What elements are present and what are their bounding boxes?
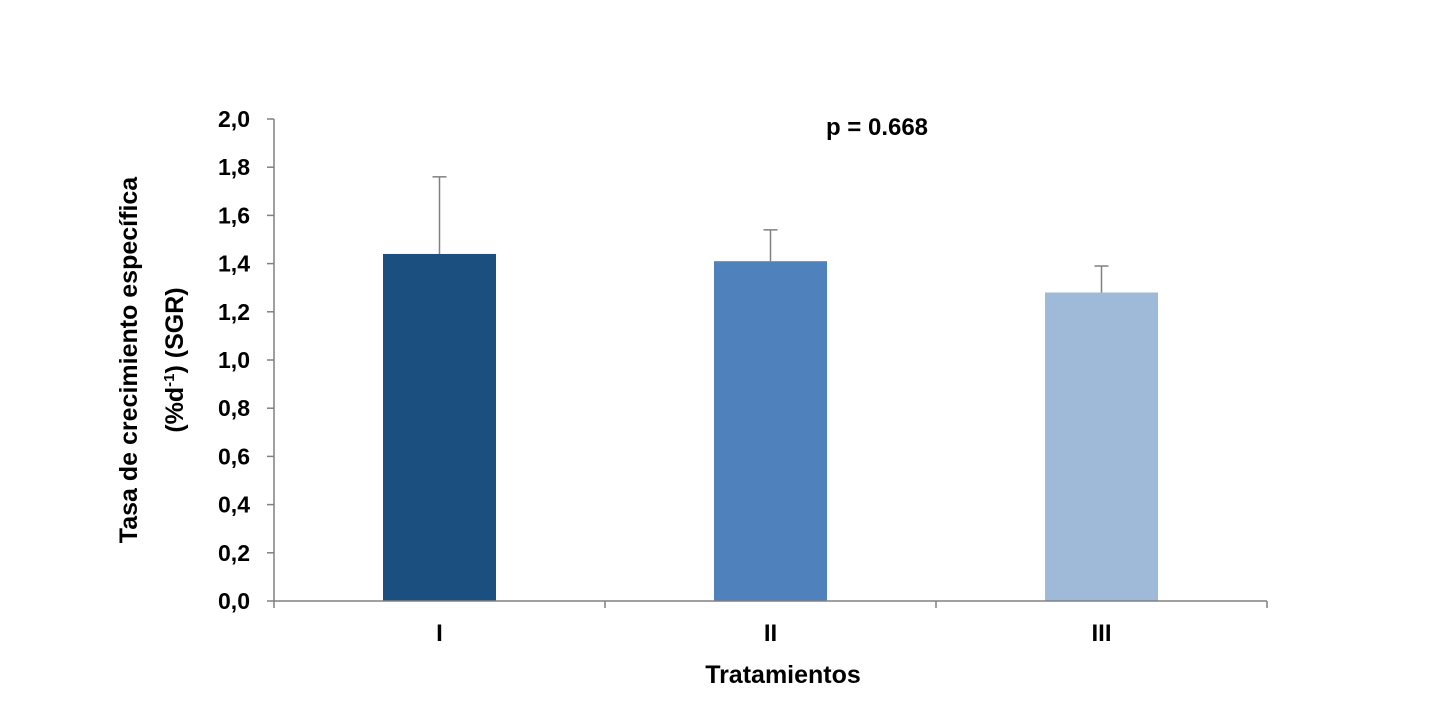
y-axis-title-line1: Tasa de crecimiento específica bbox=[115, 176, 143, 543]
y-axis-title-line2: (%d-1) (SGR) bbox=[161, 287, 189, 432]
y-axis-title-unit-pre: (%d bbox=[161, 387, 189, 433]
bars-layer bbox=[383, 253, 1158, 601]
y-tick-label: 1,6 bbox=[218, 202, 250, 228]
x-axis-title: Tratamientos bbox=[705, 661, 861, 689]
bar-i bbox=[383, 253, 496, 601]
x-tick-label-iii: III bbox=[1091, 620, 1111, 647]
x-tick-label-ii: II bbox=[764, 620, 777, 647]
y-axis-title-unit-post: ) (SGR) bbox=[161, 287, 189, 373]
y-axis-title-unit-sup: -1 bbox=[161, 373, 178, 386]
y-tick-label: 2,0 bbox=[218, 106, 250, 132]
x-tick-label-i: I bbox=[436, 620, 443, 647]
axes-layer bbox=[267, 118, 1268, 608]
bar-iii bbox=[1045, 292, 1158, 601]
y-tick-label: 1,2 bbox=[218, 299, 250, 325]
y-tick-label: 0,4 bbox=[218, 492, 250, 518]
error-bars-layer bbox=[432, 176, 1109, 293]
y-axis-title: Tasa de crecimiento específica (%d-1) (S… bbox=[115, 176, 189, 543]
y-tick-label: 1,4 bbox=[218, 251, 250, 277]
y-tick-label: 1,0 bbox=[218, 347, 250, 373]
y-tick-label: 0,8 bbox=[218, 395, 250, 421]
y-tick-label: 0,6 bbox=[218, 443, 250, 469]
y-tick-label: 0,0 bbox=[218, 588, 250, 614]
p-value-annotation: p = 0.668 bbox=[826, 114, 928, 141]
y-tick-label: 0,2 bbox=[218, 540, 250, 566]
bar-ii bbox=[714, 261, 827, 601]
y-tick-label: 1,8 bbox=[218, 154, 250, 180]
